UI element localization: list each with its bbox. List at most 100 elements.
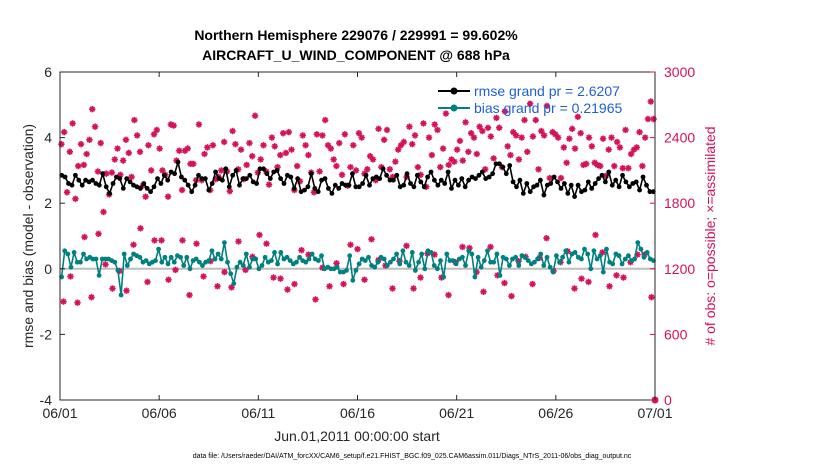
rmse-point xyxy=(155,176,160,182)
rmse-point xyxy=(565,191,571,196)
rmse-point xyxy=(541,192,547,198)
bias-point xyxy=(481,258,487,263)
obs-count-point xyxy=(459,157,466,164)
obs-count-point xyxy=(95,230,102,238)
obs-count-point xyxy=(622,126,629,134)
obs-count-point xyxy=(221,268,228,276)
obs-count-point xyxy=(636,128,643,136)
bias-point xyxy=(124,263,130,268)
obs-count-point xyxy=(406,123,413,130)
obs-count-point xyxy=(100,208,107,216)
bias-point xyxy=(128,256,133,262)
bias-point xyxy=(547,264,553,270)
bias-point xyxy=(435,266,440,272)
chart-title-line1: Northern Hemisphere 229076 / 229991 = 99… xyxy=(194,27,518,43)
obs-count-point xyxy=(200,273,207,280)
obs-count-point xyxy=(599,135,607,142)
obs-count-point xyxy=(330,156,337,163)
bias-point xyxy=(544,254,550,260)
y-left-tick-label: 4 xyxy=(44,130,52,146)
rmse-point xyxy=(237,182,242,188)
obs-count-point xyxy=(473,150,480,158)
rmse-point xyxy=(524,181,530,186)
obs-count-point xyxy=(75,162,82,170)
rmse-point xyxy=(449,186,454,191)
obs-count-point xyxy=(585,278,592,286)
obs-count-point xyxy=(277,275,284,282)
obs-count-point xyxy=(265,181,273,188)
rmse-point xyxy=(151,184,157,190)
obs-count-point xyxy=(156,145,163,152)
bias-point xyxy=(585,251,591,257)
bias-point xyxy=(503,256,509,262)
bias-point xyxy=(153,258,158,263)
bias-point xyxy=(491,259,497,265)
rmse-point xyxy=(391,177,396,183)
obs-count-point xyxy=(380,136,388,143)
obs-count-point xyxy=(291,280,298,288)
bias-point xyxy=(632,256,637,262)
obs-count-point xyxy=(128,173,135,181)
obs-count-point xyxy=(164,193,172,200)
obs-count-point xyxy=(616,144,624,151)
obs-count-point xyxy=(144,278,151,286)
rmse-point xyxy=(442,181,448,186)
obs-count-point xyxy=(237,146,245,153)
obs-count-point xyxy=(501,279,508,287)
bias-point xyxy=(171,259,177,265)
bias-point xyxy=(112,259,118,265)
obs-count-point xyxy=(445,161,452,169)
obs-count-point xyxy=(165,276,172,283)
obs-count-point xyxy=(420,120,427,127)
bias-point xyxy=(143,258,149,263)
rmse-point xyxy=(596,176,601,182)
bias-point xyxy=(256,266,262,272)
obs-count-point xyxy=(319,132,326,139)
bias-point xyxy=(319,253,324,259)
rmse-point xyxy=(414,172,420,178)
obs-count-point xyxy=(641,134,649,141)
rmse-point xyxy=(107,191,112,196)
bias-point xyxy=(535,256,540,262)
obs-count-point xyxy=(563,159,570,166)
rmse-point xyxy=(124,176,130,182)
obs-count-point xyxy=(453,146,461,153)
y-axis-label-left: rmse and bias (model - observation) xyxy=(20,124,36,348)
rmse-point xyxy=(462,184,468,190)
obs-count-point xyxy=(521,116,528,124)
obs-count-point xyxy=(326,283,333,290)
rmse-point xyxy=(599,172,605,178)
bias-point xyxy=(375,259,381,265)
obs-count-point xyxy=(439,145,447,152)
obs-count-point xyxy=(366,152,374,160)
bias-point xyxy=(388,259,393,265)
y-right-tick-label: 600 xyxy=(664,326,688,342)
rmse-point xyxy=(274,168,280,173)
bias-point xyxy=(469,251,475,257)
obs-count-point xyxy=(355,130,363,137)
rmse-point xyxy=(548,181,554,186)
obs-count-point xyxy=(114,145,121,152)
rmse-point xyxy=(206,187,212,193)
rmse-point xyxy=(503,171,509,177)
bias-point xyxy=(316,258,321,263)
bias-point xyxy=(269,258,274,263)
obs-count-point xyxy=(228,284,235,291)
bias-point xyxy=(197,259,202,265)
obs-count-point xyxy=(63,189,71,196)
rmse-point xyxy=(466,177,471,183)
bias-point xyxy=(391,256,396,262)
obs-count-point xyxy=(170,122,177,129)
obs-count-point xyxy=(109,285,116,292)
bias-point xyxy=(550,269,556,275)
rmse-point xyxy=(196,172,201,178)
bias-point xyxy=(362,258,368,263)
rmse-point xyxy=(141,181,147,186)
obs-count-point xyxy=(633,144,640,151)
rmse-point xyxy=(257,166,263,172)
rmse-point xyxy=(613,177,619,183)
obs-count-point xyxy=(284,286,291,293)
bias-point xyxy=(394,251,399,257)
obs-count-point xyxy=(508,292,515,300)
rmse-point xyxy=(609,182,615,188)
